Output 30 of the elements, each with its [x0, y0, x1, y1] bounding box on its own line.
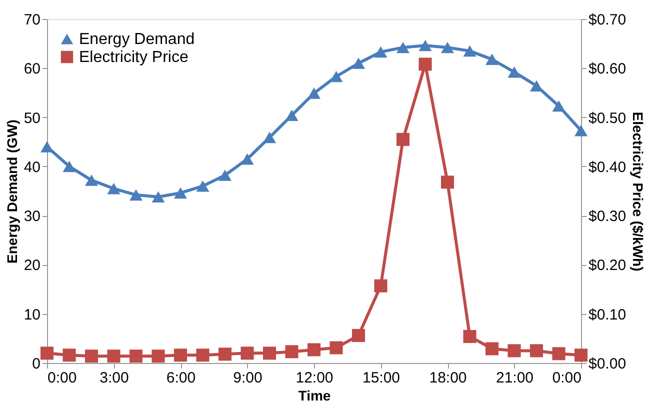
y-tick-label: 20	[24, 257, 40, 274]
x-tick-label: 12:00	[296, 370, 334, 386]
x-tick-label: 0:00	[48, 370, 77, 386]
legend-label: Electricity Price	[79, 49, 188, 66]
y2-tick-label: $0.60	[588, 60, 626, 78]
x-tick-label: 21:00	[496, 370, 534, 386]
x-tick-label: 15:00	[362, 370, 400, 386]
y-tick-label: 50	[24, 110, 40, 127]
x-tick-label: 9:00	[233, 370, 262, 386]
x-axis-title: Time	[298, 388, 331, 404]
x-tick-label: 0:00	[552, 370, 582, 386]
y2-tick-label: $0.30	[588, 208, 626, 226]
y-tick-label: 70	[24, 12, 40, 28]
y-tick-label: 40	[24, 158, 40, 176]
y-tick-label: 60	[24, 60, 40, 78]
legend-label: Energy Demand	[79, 31, 195, 48]
y2-tick-label: $0.00	[588, 356, 626, 372]
x-tick-label: 6:00	[166, 370, 196, 386]
y2-tick-label: $0.20	[588, 257, 626, 274]
y-axis-title: Energy Demand (GW)	[4, 120, 20, 264]
y-tick-label: 30	[24, 208, 40, 226]
x-tick-label: 18:00	[429, 370, 467, 386]
y2-axis-title: Electricity Price ($/kWh)	[630, 112, 646, 272]
x-tick-label: 3:00	[100, 370, 129, 386]
y-tick-label: 0	[32, 356, 40, 372]
y-tick-label: 10	[24, 306, 40, 324]
y2-tick-label: $0.70	[588, 12, 626, 28]
y2-tick-label: $0.50	[588, 110, 626, 127]
y2-tick-label: $0.10	[588, 306, 626, 324]
y2-tick-label: $0.40	[588, 158, 626, 176]
